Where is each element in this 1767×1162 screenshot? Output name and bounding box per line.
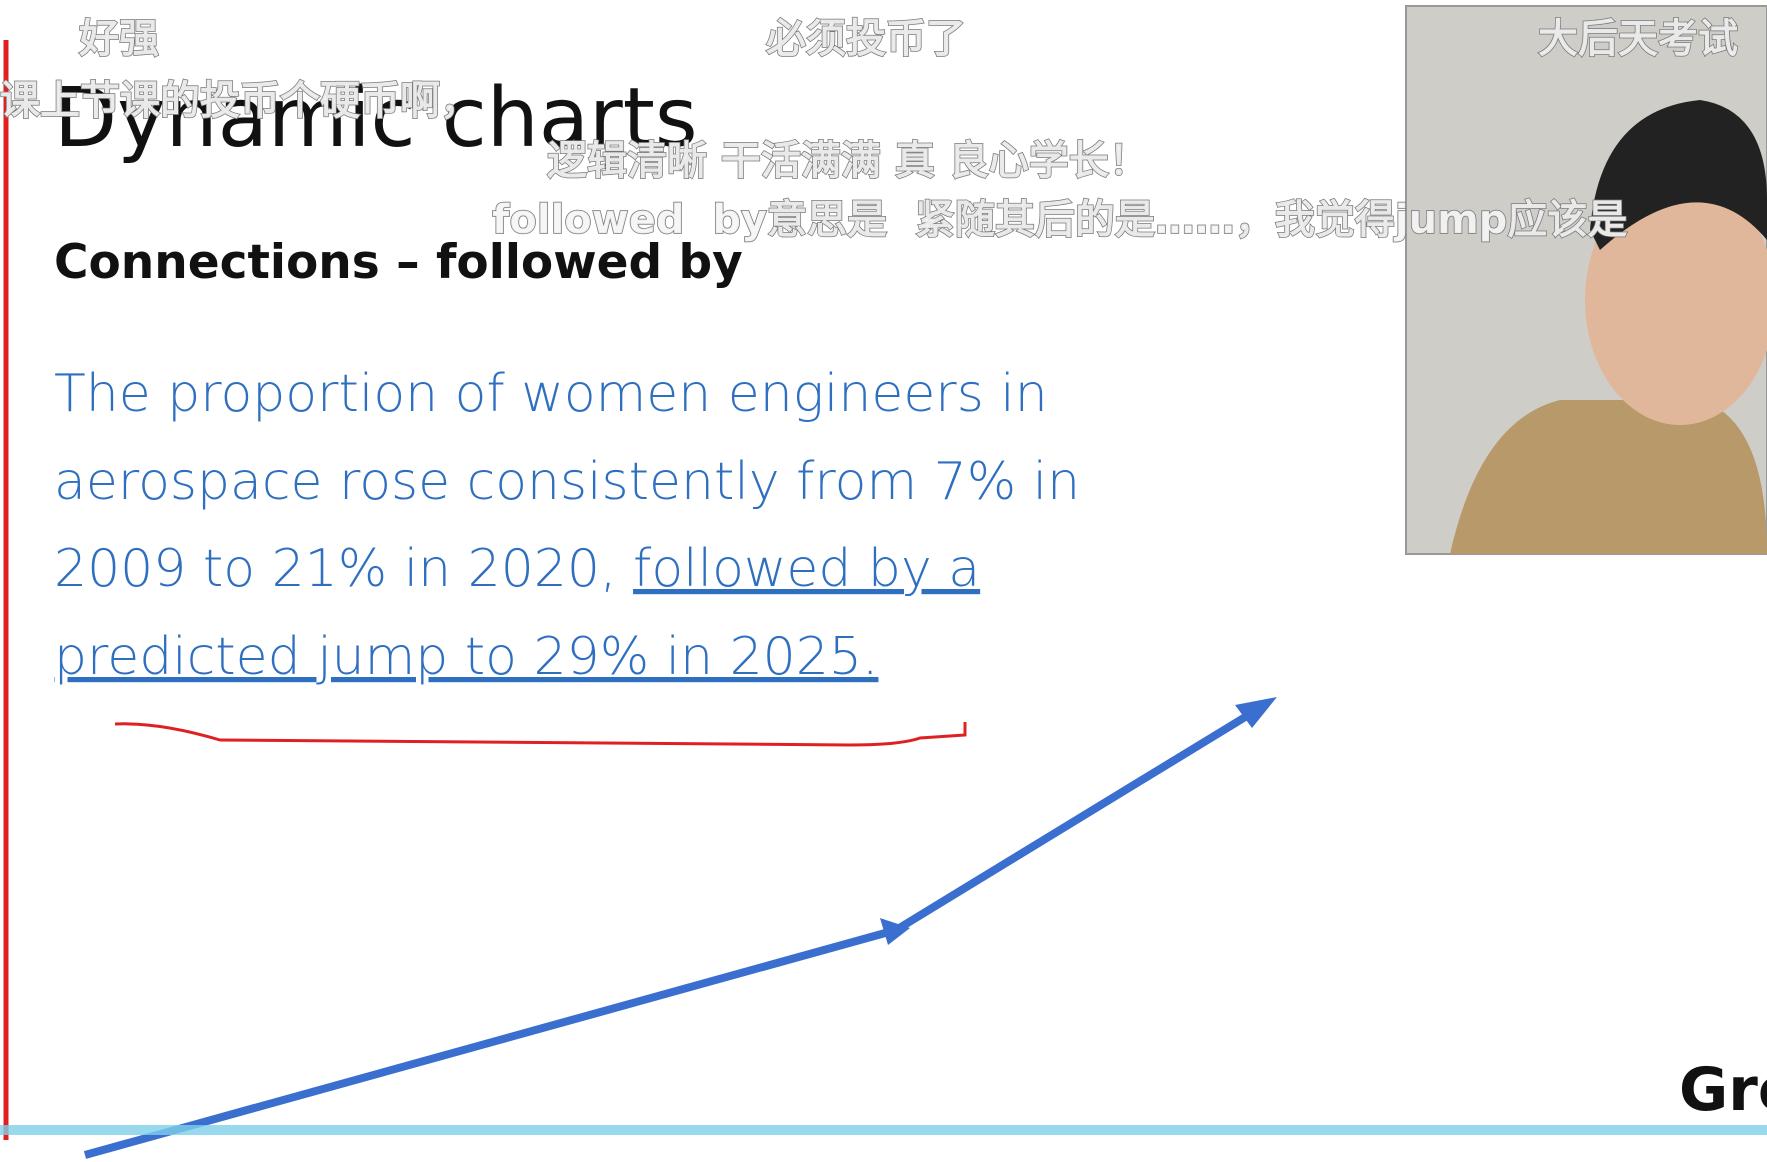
slide-title: Dynamic charts: [54, 71, 698, 166]
body-line: The proportion of women engineers in: [54, 364, 1048, 424]
corner-logo: Gro: [1679, 1055, 1767, 1125]
danmaku: 好强: [78, 16, 159, 62]
arrow-head: [1235, 697, 1277, 728]
progress-bar: [0, 1125, 1767, 1135]
body-text: 2009 to 21% in 2020,: [54, 539, 633, 599]
webcam: [1405, 5, 1767, 555]
danmaku: 逻辑清晰 干活满满 真 良心学长！: [547, 138, 1149, 184]
danmaku: followed by意思是 紧随其后的是……，我觉得jump应该是: [492, 197, 1627, 243]
body-highlight: followed by a: [633, 539, 980, 599]
slide-subtitle: Connections – followed by: [54, 235, 743, 290]
arrow-head: [880, 918, 910, 945]
body-line: aerospace rose consistently from 7% in: [54, 452, 1080, 512]
danmaku: 大后天考试: [1538, 16, 1738, 62]
red-underline: [114, 722, 967, 747]
body-highlight: predicted jump to 29% in 2025.: [54, 627, 878, 687]
danmaku: 必须投币了: [766, 16, 966, 62]
danmaku: 课上节课的投币个硬币啊，: [0, 78, 480, 124]
body-line: 2009 to 21% in 2020, followed by a: [54, 539, 980, 599]
